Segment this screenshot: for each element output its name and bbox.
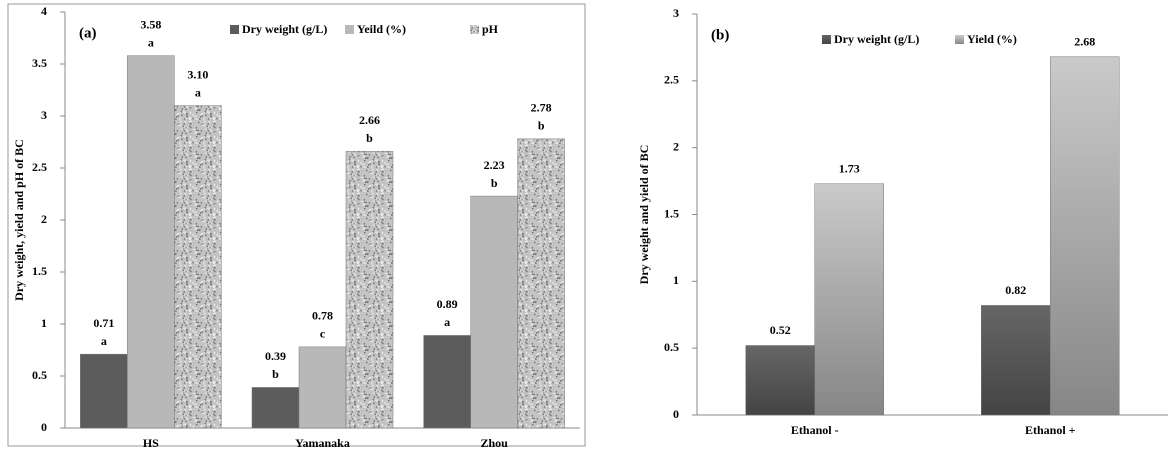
- y-tick-label: 1: [41, 316, 47, 330]
- y-tick-label: 3: [41, 108, 47, 122]
- bar: [814, 183, 884, 416]
- y-tick-label: 2.5: [664, 73, 679, 87]
- value-label: 2.66: [359, 113, 380, 127]
- value-label: 0.39: [265, 349, 286, 363]
- y-tick-label: 0: [41, 420, 47, 434]
- y-axis-title: Dry weight, yield and pH of BC: [12, 139, 26, 301]
- significance-letter: a: [148, 35, 154, 49]
- value-label: 2.78: [531, 101, 552, 115]
- legend-label: pH: [482, 22, 499, 36]
- significance-letter: a: [101, 334, 107, 348]
- significance-letter: b: [272, 367, 279, 381]
- y-tick-label: 1.5: [32, 264, 47, 278]
- y-tick-label: 2: [41, 212, 47, 226]
- significance-letter: b: [538, 119, 545, 133]
- value-label: 0.82: [1005, 283, 1026, 297]
- bar: [174, 105, 222, 429]
- value-label: 2.68: [1074, 35, 1095, 49]
- y-tick-label: 4: [41, 4, 47, 18]
- x-tick-label: Ethanol -: [791, 423, 839, 437]
- y-tick-label: 2.5: [32, 160, 47, 174]
- bar: [298, 346, 347, 429]
- legend-label: Dry weight (g/L): [834, 32, 919, 46]
- value-label: 2.23: [484, 158, 505, 172]
- plot-frame: [7, 3, 586, 447]
- legend-label: Yield (%): [967, 32, 1017, 46]
- significance-letter: c: [320, 327, 326, 341]
- panel-label: (b): [711, 27, 729, 43]
- y-tick-label: 0.5: [664, 340, 679, 354]
- significance-letter: b: [366, 131, 373, 145]
- significance-letter: a: [195, 85, 201, 99]
- bar: [470, 195, 518, 429]
- value-label: 3.58: [140, 17, 161, 31]
- value-label: 0.89: [437, 297, 458, 311]
- x-tick-label: Zhou: [480, 436, 508, 450]
- bar: [423, 335, 471, 429]
- y-tick-label: 1: [673, 273, 679, 287]
- legend-label: Yeild (%): [357, 22, 406, 36]
- bar: [745, 345, 815, 416]
- value-label: 0.78: [312, 309, 333, 323]
- legend-swatch: [345, 25, 354, 34]
- value-label: 1.73: [839, 162, 860, 176]
- x-tick-label: HS: [143, 436, 159, 450]
- bar: [981, 305, 1051, 416]
- legend-swatch: [822, 35, 831, 44]
- value-label: 3.10: [187, 67, 208, 81]
- value-label: 0.52: [770, 323, 791, 337]
- y-tick-label: 2: [673, 139, 679, 153]
- legend-swatch: [230, 25, 239, 34]
- bar: [517, 138, 565, 429]
- significance-letter: b: [491, 176, 498, 190]
- significance-letter: a: [444, 315, 450, 329]
- bar: [80, 353, 128, 429]
- bar: [127, 55, 175, 429]
- x-tick-label: Ethanol +: [1025, 423, 1076, 437]
- bar: [345, 151, 394, 429]
- y-tick-label: 3: [673, 6, 679, 20]
- legend-swatch: [470, 25, 479, 34]
- y-tick-label: 0: [673, 407, 679, 421]
- value-label: 0.71: [93, 316, 114, 330]
- y-tick-label: 3.5: [32, 56, 47, 70]
- y-axis-title: Dry weight and yield of BC: [637, 145, 651, 285]
- legend-label: Dry weight (g/L): [242, 22, 327, 36]
- bar: [1050, 56, 1120, 416]
- legend-swatch: [955, 35, 964, 44]
- x-tick-label: Yamanaka: [295, 436, 350, 450]
- bar: [251, 387, 300, 429]
- y-tick-label: 1.5: [664, 206, 679, 220]
- y-tick-label: 0.5: [32, 368, 47, 382]
- panel-label: (a): [79, 25, 97, 41]
